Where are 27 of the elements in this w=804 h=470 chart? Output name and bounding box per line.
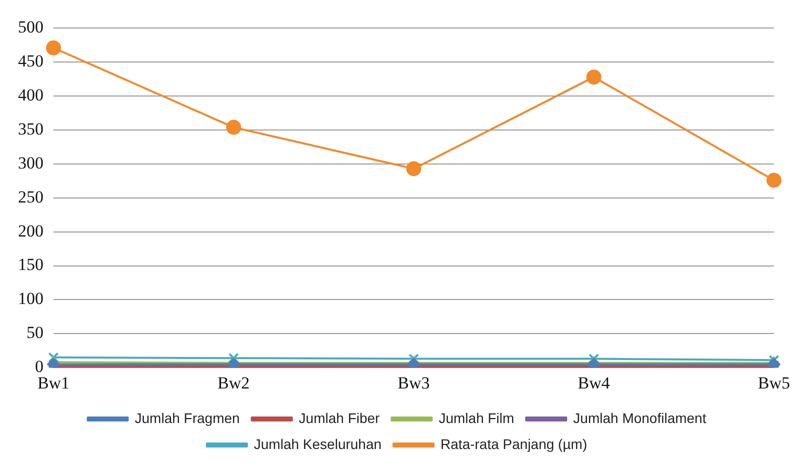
point [226, 120, 242, 135]
x-tick-label: Bw2 [218, 373, 250, 392]
y-tick-label: 250 [18, 187, 44, 206]
legend-label: Jumlah Monofilament [573, 410, 706, 426]
x-tick-label: Bw4 [578, 373, 610, 392]
point [228, 352, 239, 364]
legend-label: Rata-rata Panjang (µm) [440, 436, 588, 452]
y-tick-label: 500 [18, 18, 44, 37]
x-tick-label: Bw3 [398, 373, 430, 392]
point [406, 161, 422, 176]
point [586, 70, 602, 85]
y-tick-label: 450 [18, 52, 44, 71]
legend-label: Jumlah Keseluruhan [254, 436, 382, 452]
point [46, 40, 61, 56]
y-tick-label: 150 [18, 255, 44, 274]
x-tick-label: Bw5 [758, 373, 790, 392]
y-tick-label: 350 [18, 119, 44, 138]
y-tick-label: 100 [18, 289, 44, 308]
legend-label: Jumlah Fragmen [134, 410, 240, 426]
point [48, 352, 59, 363]
legend-label: Jumlah Film [438, 410, 514, 426]
y-tick-label: 200 [18, 221, 44, 240]
y-tick-label: 300 [18, 153, 44, 172]
point [766, 172, 782, 188]
y-tick-label: 50 [26, 323, 44, 342]
legend-label: Jumlah Fiber [298, 410, 380, 426]
y-tick-label: 400 [18, 86, 44, 105]
